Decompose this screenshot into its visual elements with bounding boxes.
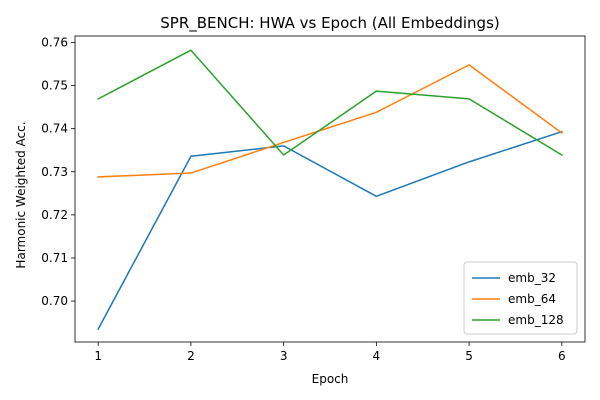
y-axis-label: Harmonic Weighted Acc. — [14, 121, 28, 268]
plot-area — [74, 35, 586, 343]
legend-label-emb-64: emb_64 — [508, 292, 556, 306]
series-line-emb-64 — [97, 64, 563, 178]
x-tick-label: 5 — [465, 349, 473, 363]
x-tick-label: 6 — [558, 349, 566, 363]
x-tick-label: 4 — [373, 349, 381, 363]
legend-box — [463, 261, 578, 335]
legend: emb_32 emb_64 emb_128 — [463, 261, 578, 335]
x-tick-label: 2 — [187, 349, 195, 363]
series-line-emb-128 — [97, 49, 563, 156]
legend-label-emb-128: emb_128 — [508, 313, 564, 327]
y-tick-label: 0.76 — [41, 35, 68, 49]
x-tick-label: 1 — [94, 349, 102, 363]
y-tick-label: 0.75 — [41, 79, 68, 93]
series-line-emb-32 — [97, 130, 563, 331]
x-tick-label: 3 — [280, 349, 288, 363]
y-tick-label: 0.72 — [41, 208, 68, 222]
y-tick-label: 0.71 — [41, 251, 68, 265]
chart-title: SPR_BENCH: HWA vs Epoch (All Embeddings) — [160, 14, 500, 33]
y-axis: 0.70 0.71 0.72 0.73 0.74 0.75 0.76 — [41, 35, 75, 308]
x-axis-label: Epoch — [312, 372, 349, 386]
y-tick-label: 0.73 — [41, 165, 68, 179]
y-tick-label: 0.70 — [41, 294, 68, 308]
x-axis: 1 2 3 4 5 6 — [94, 342, 566, 363]
legend-label-emb-32: emb_32 — [508, 271, 556, 285]
y-tick-label: 0.74 — [41, 122, 68, 136]
plot-frame — [74, 35, 586, 343]
